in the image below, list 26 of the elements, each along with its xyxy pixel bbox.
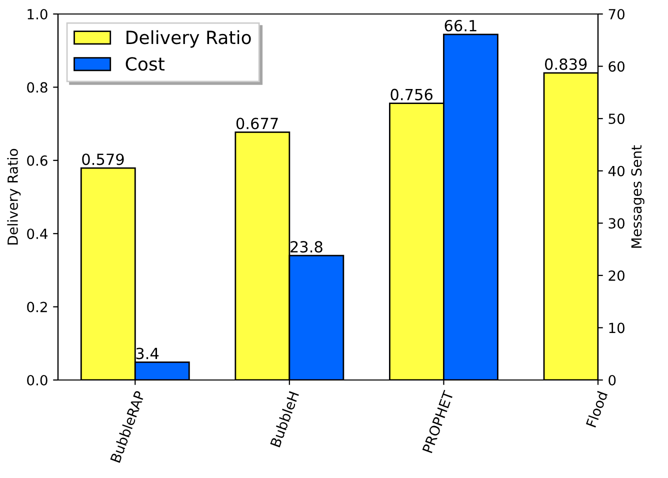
y-tick-label: 0.4: [27, 228, 48, 240]
y2-tick-label: 60: [608, 61, 624, 72]
y2-tick-label: 30: [608, 218, 624, 229]
data-label: 66.1: [444, 20, 476, 32]
y2-tick-label: 0: [608, 374, 616, 386]
legend-label: Delivery Ratio: [126, 30, 251, 48]
y2-axis-title: Messages Sent: [631, 145, 644, 248]
data-label: 3.4: [136, 348, 159, 360]
y2-tick-label: 50: [608, 114, 624, 124]
y-tick-label: 1.0: [28, 8, 48, 20]
y2-tick-label: 70: [608, 8, 624, 20]
data-label: 23.8: [290, 241, 322, 253]
data-label: 0.839: [545, 58, 587, 70]
x-tick-label: Flood: [586, 390, 608, 428]
y-tick-label: 0.2: [27, 302, 47, 312]
y-tick-label: 0.6: [27, 155, 48, 166]
y2-tick-label: 40: [608, 166, 624, 176]
y2-tick-label: 20: [608, 270, 624, 281]
legend-label: Cost: [126, 57, 165, 71]
data-label: 0.677: [236, 118, 278, 130]
y-tick-label: 0.0: [27, 374, 48, 386]
y2-tick-label: 10: [609, 322, 624, 334]
y-axis-title: Delivery Ratio: [7, 148, 21, 244]
data-label: 0.756: [390, 88, 432, 100]
data-label: 0.579: [82, 154, 124, 166]
y-tick-label: 0.8: [27, 82, 48, 93]
